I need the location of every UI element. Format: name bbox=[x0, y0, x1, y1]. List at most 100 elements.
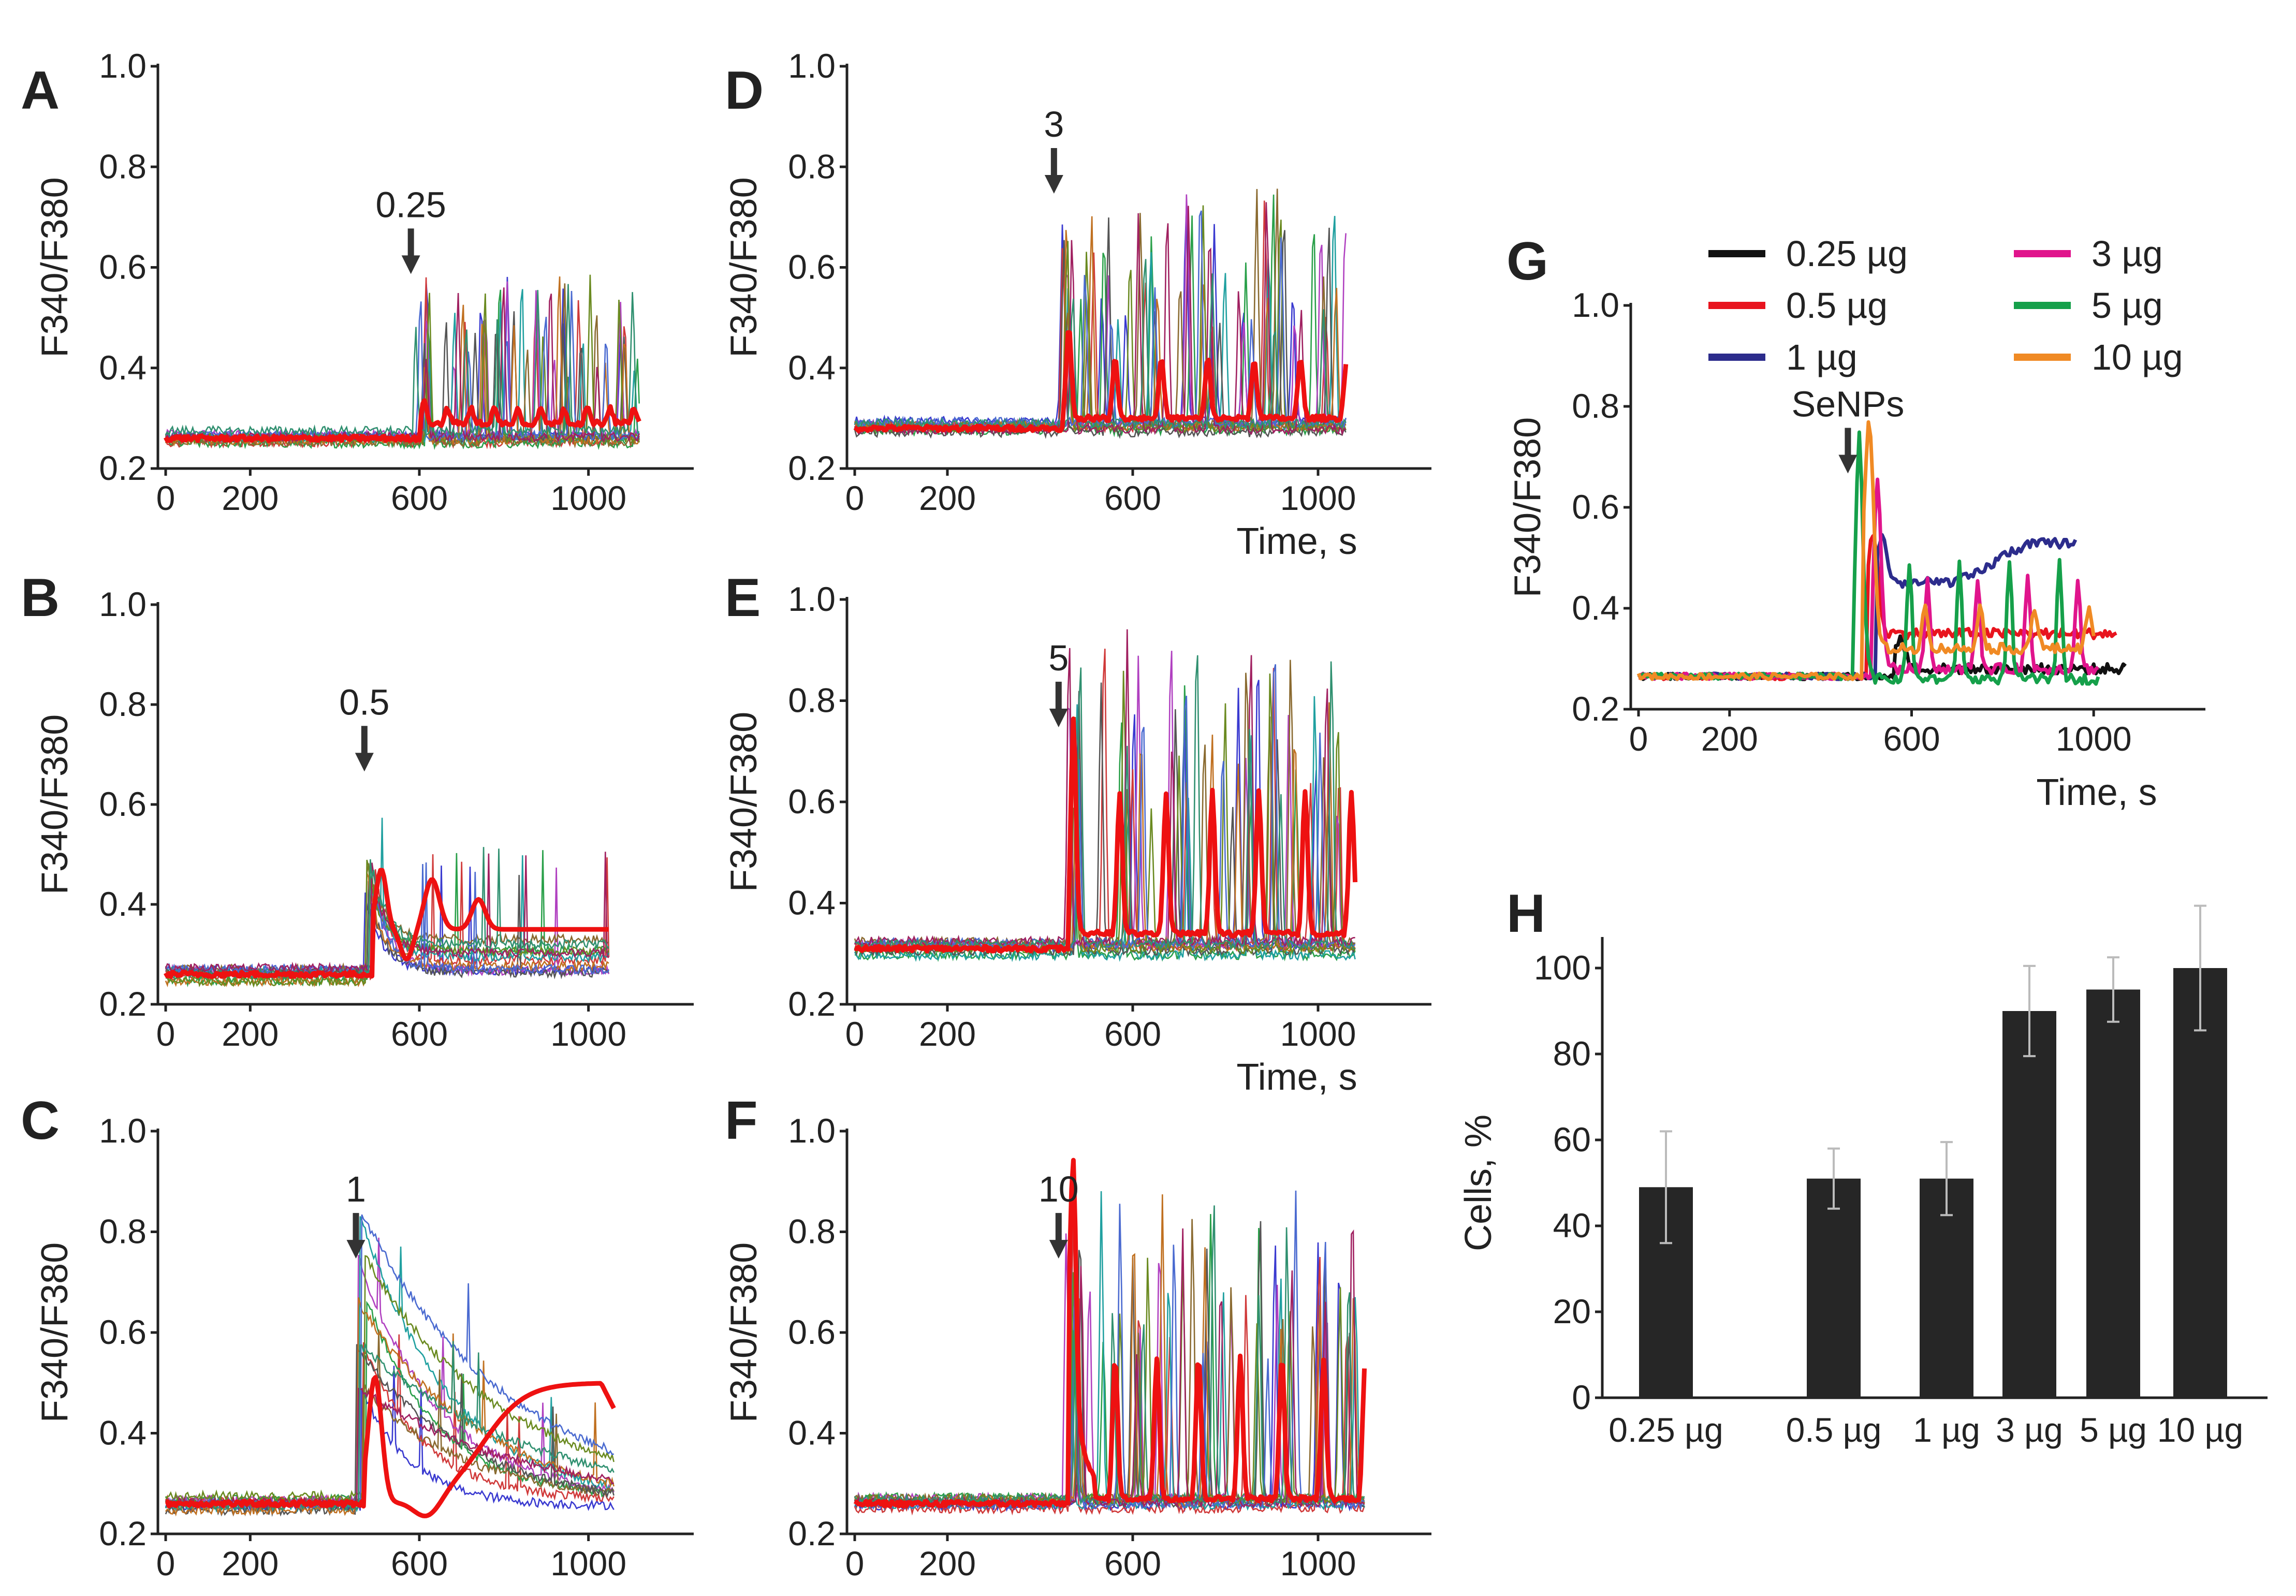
y-tick-label: 1.0 bbox=[788, 580, 836, 618]
y-tick-label: 0.4 bbox=[1572, 589, 1619, 627]
traces bbox=[853, 188, 1349, 440]
legend-label: 1 µg bbox=[1786, 337, 1858, 377]
y-tick-label: 0.8 bbox=[99, 685, 147, 723]
x-tick-label: 1000 bbox=[2056, 720, 2132, 758]
stimulus-label: 0.25 bbox=[376, 184, 446, 225]
traces bbox=[165, 1214, 616, 1518]
mean-trace bbox=[164, 868, 610, 979]
x-tick-label: 1000 bbox=[550, 1015, 626, 1053]
traces bbox=[853, 1158, 1367, 1516]
y-tick-label: 0.6 bbox=[99, 248, 147, 286]
y-tick-label: 0.6 bbox=[1572, 488, 1619, 526]
y-tick-label: 1.0 bbox=[99, 1111, 147, 1150]
y-tick-label: 0.4 bbox=[788, 1414, 836, 1452]
stimulus-arrow-head bbox=[1049, 1240, 1068, 1259]
x-tick-label: 1000 bbox=[550, 479, 626, 517]
panel-e: E 0.2 0.4 0.6 0.8 1.0 0 200 600 1000 F340/F380 Time… bbox=[723, 568, 1431, 1098]
x-tick-label: 0 bbox=[845, 1015, 865, 1053]
series-trace bbox=[1636, 420, 2096, 681]
mean-trace bbox=[853, 1158, 1367, 1509]
panel-g: G 0.2 0.4 0.6 0.8 1.0 0 200 600 1000 F340/F380 Time… bbox=[1507, 231, 2205, 813]
category-label: 10 µg bbox=[2157, 1411, 2243, 1449]
x-tick-label: 600 bbox=[391, 1015, 448, 1053]
x-axis-label: Time, s bbox=[1236, 1057, 1357, 1098]
y-axis-label: F340/F380 bbox=[723, 712, 765, 892]
y-tick-label: 0.8 bbox=[788, 1212, 836, 1251]
mean-trace bbox=[164, 398, 641, 443]
y-tick-label: 0.2 bbox=[788, 1514, 836, 1553]
panel-label: E bbox=[725, 568, 761, 628]
y-tick-label: 0.4 bbox=[99, 1414, 147, 1452]
stimulus-arrow-head bbox=[1049, 708, 1068, 727]
y-tick-label: 0.4 bbox=[99, 348, 147, 387]
x-tick-label: 600 bbox=[1104, 1015, 1161, 1053]
panel-label: G bbox=[1507, 231, 1548, 291]
y-tick-label: 100 bbox=[1534, 948, 1591, 987]
mean-trace bbox=[853, 330, 1349, 433]
x-tick-label: 0 bbox=[1629, 720, 1648, 758]
traces bbox=[164, 274, 641, 450]
y-tick-label: 0.8 bbox=[99, 1212, 147, 1251]
y-tick-label: 1.0 bbox=[788, 1111, 836, 1150]
stimulus-label: 3 bbox=[1044, 104, 1064, 144]
panel-c: C 0.2 0.4 0.6 0.8 1.0 0 200 600 1000 F340/F380 1 bbox=[21, 1091, 694, 1583]
mean-trace bbox=[165, 1375, 616, 1518]
panel-label: A bbox=[21, 61, 60, 121]
y-axis-label: Cells, % bbox=[1458, 1115, 1499, 1251]
y-tick-label: 0.4 bbox=[99, 885, 147, 923]
panel-label: B bbox=[21, 568, 60, 628]
y-axis-label: F340/F380 bbox=[34, 1242, 76, 1423]
y-tick-label: 0.6 bbox=[788, 248, 836, 286]
stimulus-arrow-head bbox=[355, 753, 374, 772]
panel-label: H bbox=[1507, 884, 1545, 944]
y-tick-label: 0.6 bbox=[788, 782, 836, 821]
legend: 0.25 µg 3 µg 0.5 µg 5 µg 1 µg 10 µg bbox=[1708, 233, 2183, 377]
stimulus-arrow-head bbox=[401, 255, 420, 274]
cell-trace bbox=[165, 1237, 615, 1506]
bar bbox=[2002, 1011, 2056, 1398]
cell-trace bbox=[165, 852, 609, 975]
category-label: 1 µg bbox=[1913, 1411, 1980, 1449]
y-tick-label: 60 bbox=[1553, 1120, 1591, 1159]
x-tick-label: 0 bbox=[156, 1544, 176, 1583]
y-tick-label: 1.0 bbox=[99, 585, 147, 623]
x-tick-label: 200 bbox=[222, 479, 279, 517]
traces bbox=[854, 629, 1358, 962]
y-axis-label: F340/F380 bbox=[34, 714, 76, 895]
x-axis-label: Time, s bbox=[2036, 772, 2157, 813]
y-tick-label: 0.2 bbox=[99, 985, 147, 1023]
x-tick-label: 0 bbox=[845, 479, 865, 517]
y-tick-label: 0.8 bbox=[788, 147, 836, 185]
x-tick-label: 0 bbox=[156, 479, 176, 517]
category-label: 0.5 µg bbox=[1786, 1411, 1882, 1449]
y-tick-label: 40 bbox=[1553, 1206, 1591, 1244]
y-tick-label: 0.6 bbox=[99, 1313, 147, 1351]
y-tick-label: 0.2 bbox=[788, 449, 836, 487]
y-tick-label: 1.0 bbox=[1572, 286, 1619, 324]
y-axis-label: F340/F380 bbox=[34, 177, 76, 357]
y-tick-label: 0.6 bbox=[99, 785, 147, 823]
y-tick-label: 20 bbox=[1553, 1292, 1591, 1330]
y-tick-label: 0.6 bbox=[788, 1313, 836, 1351]
bar bbox=[2173, 968, 2227, 1398]
x-tick-label: 200 bbox=[1701, 720, 1758, 758]
legend-label: 10 µg bbox=[2092, 337, 2183, 377]
panel-label: C bbox=[21, 1091, 60, 1151]
panel-label: F bbox=[725, 1091, 758, 1151]
y-tick-label: 0 bbox=[1572, 1378, 1591, 1416]
cell-trace bbox=[165, 1300, 615, 1506]
x-tick-label: 200 bbox=[919, 479, 976, 517]
panel-h: H 0 20 40 60 80 100 Cells, % 0.25 µg 0.5 µg 1 µg 3 … bbox=[1458, 884, 2268, 1449]
y-tick-label: 0.2 bbox=[788, 985, 836, 1023]
panel-d: D 0.2 0.4 0.6 0.8 1.0 0 200 600 1000 F340/F380 Time… bbox=[723, 47, 1431, 562]
mean-trace bbox=[854, 716, 1358, 954]
cell-trace bbox=[854, 670, 1356, 956]
y-axis-label: F340/F380 bbox=[1507, 417, 1548, 597]
traces bbox=[164, 817, 610, 988]
y-tick-label: 0.4 bbox=[788, 348, 836, 387]
stimulus-arrow-head bbox=[1044, 174, 1063, 194]
stimulus-label: 0.5 bbox=[339, 682, 389, 722]
legend-label: 5 µg bbox=[2092, 285, 2163, 326]
x-tick-label: 1000 bbox=[550, 1544, 626, 1583]
